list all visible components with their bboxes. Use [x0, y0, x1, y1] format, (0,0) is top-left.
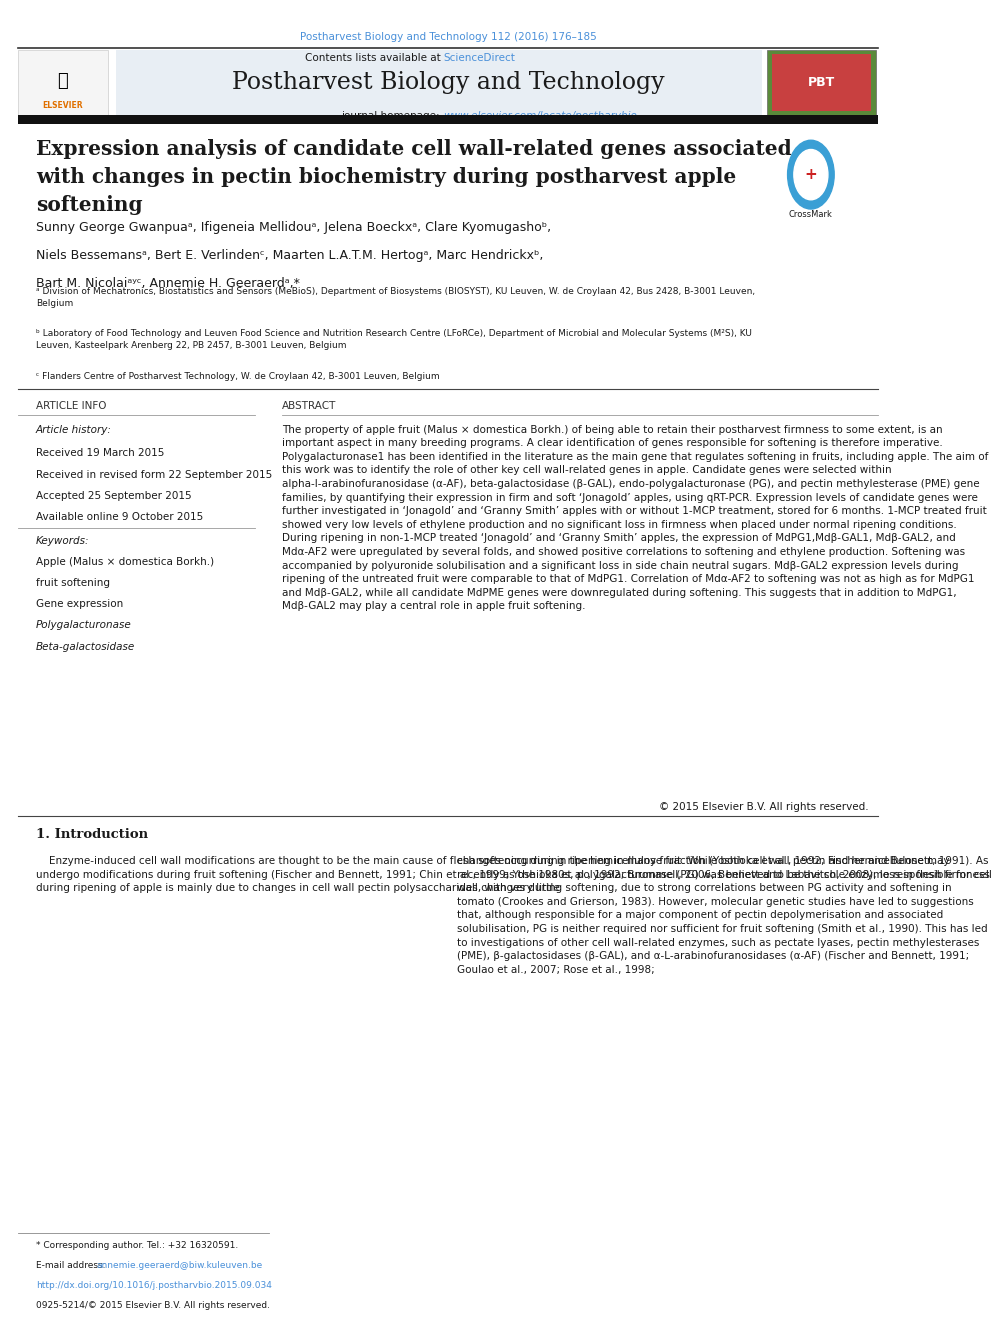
FancyBboxPatch shape: [116, 50, 762, 115]
FancyBboxPatch shape: [773, 54, 871, 111]
Text: Accepted 25 September 2015: Accepted 25 September 2015: [36, 491, 191, 501]
Text: Gene expression: Gene expression: [36, 599, 123, 610]
Text: www.elsevier.com/locate/postharvbio: www.elsevier.com/locate/postharvbio: [443, 111, 638, 122]
Text: journal homepage:: journal homepage:: [341, 111, 443, 122]
Text: Postharvest Biology and Technology 112 (2016) 176–185: Postharvest Biology and Technology 112 (…: [300, 32, 596, 42]
Text: ScienceDirect: ScienceDirect: [443, 53, 516, 64]
Text: Polygalacturonase: Polygalacturonase: [36, 620, 132, 631]
Text: Received in revised form 22 September 2015: Received in revised form 22 September 20…: [36, 470, 272, 480]
FancyBboxPatch shape: [18, 115, 878, 124]
Text: 🌳: 🌳: [58, 71, 68, 90]
Text: http://dx.doi.org/10.1016/j.postharvbio.2015.09.034: http://dx.doi.org/10.1016/j.postharvbio.…: [36, 1281, 272, 1290]
Text: E-mail address:: E-mail address:: [36, 1261, 108, 1270]
Text: ELSEVIER: ELSEVIER: [43, 101, 83, 110]
Text: CrossMark: CrossMark: [789, 210, 833, 220]
Text: ᶜ Flanders Centre of Postharvest Technology, W. de Croylaan 42, B-3001 Leuven, B: ᶜ Flanders Centre of Postharvest Technol…: [36, 372, 439, 381]
Text: * Corresponding author. Tel.: +32 16320591.: * Corresponding author. Tel.: +32 163205…: [36, 1241, 238, 1250]
Text: Beta-galactosidase: Beta-galactosidase: [36, 642, 135, 652]
Text: Enzyme-induced cell wall modifications are thought to be the main cause of flesh: Enzyme-induced cell wall modifications a…: [36, 856, 990, 893]
Text: © 2015 Elsevier B.V. All rights reserved.: © 2015 Elsevier B.V. All rights reserved…: [660, 802, 869, 812]
Text: Bart M. Nicolaiᵃʸᶜ, Annemie H. Geeraerdᵃ,*: Bart M. Nicolaiᵃʸᶜ, Annemie H. Geeraerdᵃ…: [36, 277, 300, 290]
Text: ARTICLE INFO: ARTICLE INFO: [36, 401, 106, 411]
Text: 0925-5214/© 2015 Elsevier B.V. All rights reserved.: 0925-5214/© 2015 Elsevier B.V. All right…: [36, 1301, 270, 1310]
Text: Niels Bessemansᵃ, Bert E. Verlindenᶜ, Maarten L.A.T.M. Hertogᵃ, Marc Hendrickxᵇ,: Niels Bessemansᵃ, Bert E. Verlindenᶜ, Ma…: [36, 249, 544, 262]
Text: Contents lists available at: Contents lists available at: [305, 53, 443, 64]
Text: The property of apple fruit (Malus × domestica Borkh.) of being able to retain t: The property of apple fruit (Malus × dom…: [283, 425, 989, 611]
Text: Keywords:: Keywords:: [36, 536, 89, 546]
Text: +: +: [805, 167, 817, 183]
Text: Available online 9 October 2015: Available online 9 October 2015: [36, 512, 203, 523]
Text: ᵃ Division of Mechatronics, Biostatistics and Sensors (MeBioS), Department of Bi: ᵃ Division of Mechatronics, Biostatistic…: [36, 287, 755, 308]
FancyBboxPatch shape: [767, 50, 876, 115]
Text: Article history:: Article history:: [36, 425, 112, 435]
Text: Sunny George Gwanpuaᵃ, Ifigeneia Mellidouᵃ, Jelena Boeckxᵃ, Clare Kyomugashoᵇ,: Sunny George Gwanpuaᵃ, Ifigeneia Mellido…: [36, 221, 551, 234]
Text: ᵇ Laboratory of Food Technology and Leuven Food Science and Nutrition Research C: ᵇ Laboratory of Food Technology and Leuv…: [36, 329, 752, 351]
Circle shape: [788, 140, 834, 209]
Text: annemie.geeraerd@biw.kuleuven.be: annemie.geeraerd@biw.kuleuven.be: [97, 1261, 263, 1270]
Text: 1. Introduction: 1. Introduction: [36, 828, 148, 841]
Text: Expression analysis of candidate cell wall-related genes associated
with changes: Expression analysis of candidate cell wa…: [36, 139, 792, 214]
FancyBboxPatch shape: [18, 50, 107, 115]
Text: changes occurring in the hemicellulose fraction (Yoshioka et al., 1992; Fischer : changes occurring in the hemicellulose f…: [457, 856, 992, 975]
Circle shape: [794, 149, 828, 200]
Text: Received 19 March 2015: Received 19 March 2015: [36, 448, 165, 459]
Text: PBT: PBT: [808, 75, 835, 89]
Text: Apple (Malus × domestica Borkh.): Apple (Malus × domestica Borkh.): [36, 557, 214, 568]
Text: ABSTRACT: ABSTRACT: [283, 401, 336, 411]
Text: fruit softening: fruit softening: [36, 578, 110, 589]
Text: Postharvest Biology and Technology: Postharvest Biology and Technology: [232, 71, 665, 94]
